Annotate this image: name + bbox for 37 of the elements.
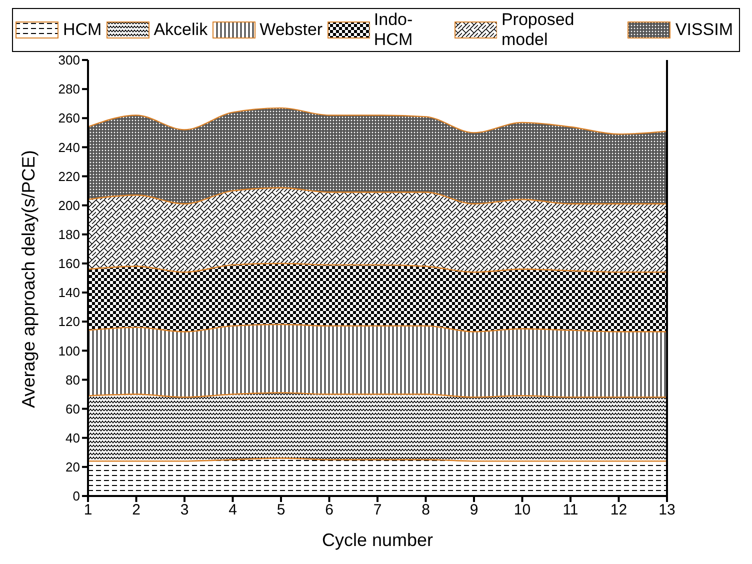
y-tick-label: 40 bbox=[66, 430, 80, 446]
y-tick-label: 120 bbox=[58, 314, 80, 330]
y-tick-label: 100 bbox=[58, 343, 80, 358]
x-tick-label: 2 bbox=[132, 502, 140, 519]
x-tick-label: 13 bbox=[658, 502, 676, 519]
y-tick-label: 140 bbox=[58, 285, 80, 300]
x-tick-label: 8 bbox=[422, 502, 430, 519]
x-tick-label: 3 bbox=[180, 502, 189, 519]
y-tick-label: 160 bbox=[58, 256, 80, 272]
y-tick-label: 260 bbox=[58, 110, 80, 126]
x-tick-label: 1 bbox=[84, 502, 92, 519]
x-tick-label: 12 bbox=[610, 502, 628, 519]
x-tick-label: 6 bbox=[325, 502, 334, 519]
x-tick-label: 10 bbox=[514, 502, 531, 519]
x-tick-label: 9 bbox=[470, 502, 478, 519]
x-tick-label: 7 bbox=[373, 502, 382, 519]
y-tick-label: 240 bbox=[58, 140, 80, 155]
y-tick-label: 60 bbox=[66, 401, 80, 416]
legend-label: Indo-HCM bbox=[374, 10, 414, 50]
legend-label: Webster bbox=[260, 20, 323, 40]
x-tick-label: 5 bbox=[276, 502, 286, 519]
y-tick-label: 180 bbox=[58, 227, 80, 242]
legend-label: Akcelik bbox=[154, 20, 208, 40]
y-tick-label: 0 bbox=[72, 488, 80, 504]
legend-label: VISSIM bbox=[675, 20, 733, 40]
legend-label: HCM bbox=[63, 20, 102, 40]
y-tick-label: 280 bbox=[58, 82, 80, 97]
x-tick-label: 4 bbox=[228, 502, 237, 519]
y-tick-label: 80 bbox=[66, 372, 80, 388]
y-tick-label: 20 bbox=[66, 460, 80, 475]
x-tick-label: 11 bbox=[562, 502, 578, 519]
y-axis-title: Average approach delay(s/PCE) bbox=[18, 150, 38, 408]
y-tick-label: 220 bbox=[58, 168, 80, 184]
y-tick-label: 200 bbox=[58, 198, 80, 213]
legend-label: Proposed model bbox=[501, 10, 576, 50]
x-axis-title: Cycle number bbox=[322, 530, 434, 550]
y-tick-label: 300 bbox=[58, 52, 80, 68]
